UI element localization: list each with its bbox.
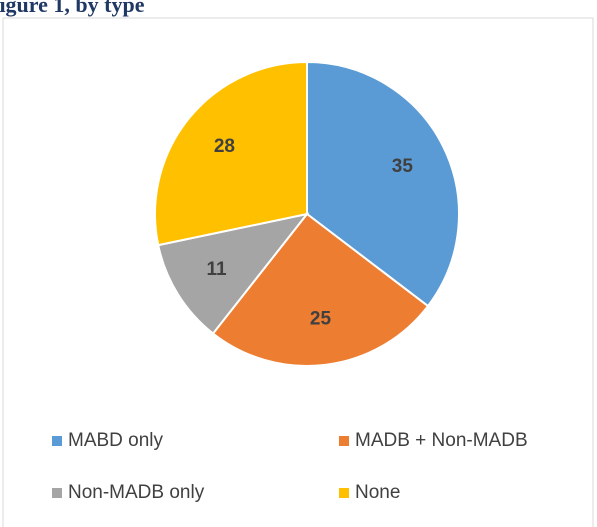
pie-slice	[154, 60, 308, 247]
legend-swatch	[52, 436, 62, 446]
legend-label: MADB + Non-MADB	[355, 430, 528, 451]
legend-label: Non-MADB only	[68, 482, 205, 503]
legend-swatch	[52, 488, 62, 498]
pie-slice	[306, 60, 460, 308]
legend-swatch	[339, 436, 349, 446]
data-label: 11	[207, 259, 228, 280]
legend-swatch	[339, 488, 349, 498]
chart-title: Figure 1, by type	[0, 0, 145, 17]
legend-label: None	[355, 482, 400, 503]
data-label: 25	[310, 309, 332, 330]
pie-slice	[211, 212, 430, 367]
legend-label: MABD only	[68, 430, 164, 451]
pie-slice	[157, 212, 310, 335]
data-label: 28	[214, 136, 235, 157]
data-label: 35	[392, 156, 414, 177]
